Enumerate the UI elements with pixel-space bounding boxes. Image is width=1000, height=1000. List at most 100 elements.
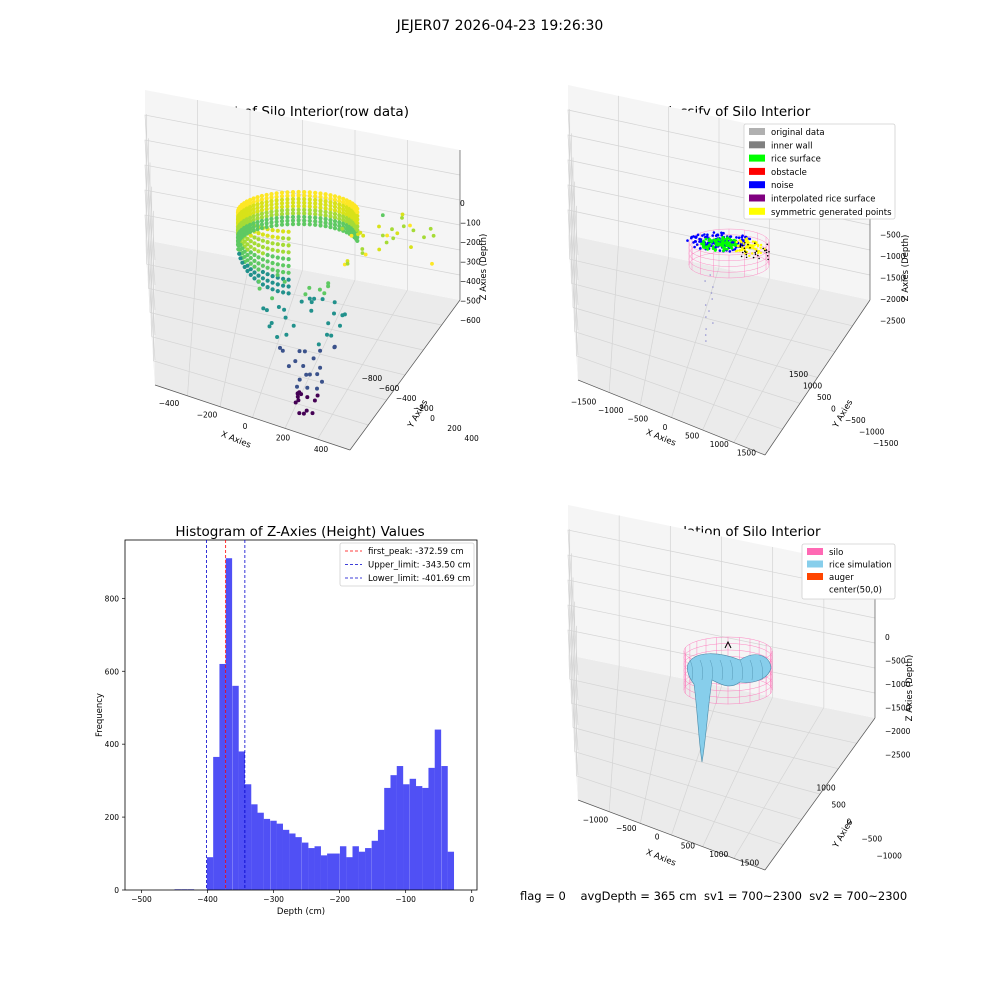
- plot3-bar-11: [257, 812, 264, 890]
- plot3-xtick-label-0: −500: [131, 895, 152, 904]
- plot2-legend-swatch-4: [749, 181, 765, 189]
- plot3-bar-20: [314, 846, 321, 890]
- plot2-legend-swatch-6: [749, 207, 765, 215]
- plot3-histogram: [174, 558, 455, 890]
- plot3-bar-27: [358, 851, 366, 890]
- plot1-x-tick-4: 400: [314, 445, 329, 454]
- plot3-bar-31: [384, 787, 391, 890]
- plot2-x-tick-6: 1500: [737, 449, 756, 458]
- plot1-z-tick-1: −100: [460, 219, 481, 228]
- plot3-bar-30: [377, 829, 385, 890]
- plot3-bar-14: [276, 823, 283, 890]
- plot2-y-tick-3: 0: [831, 405, 836, 414]
- plot2-legend-swatch-3: [749, 167, 765, 175]
- plot4-x-tick-5: 1500: [740, 859, 759, 868]
- plot1-y-tick-1: 200: [447, 424, 462, 433]
- figure-suptitle: JEJER07 2026-04-23 19:26:30: [396, 18, 604, 34]
- plot1-y-tick-6: −800: [362, 374, 383, 383]
- plot4-rice-surface: [687, 653, 772, 763]
- plot3-bar-5: [219, 663, 226, 890]
- plot3-bar-8: [238, 751, 245, 890]
- plot3-bar-22: [327, 853, 334, 890]
- plot3-ytick-label-0: 0: [114, 886, 119, 895]
- plot3-ytick-label-2: 400: [105, 740, 120, 749]
- plot3-ytick-label-1: 200: [105, 813, 120, 822]
- plot1-x-tick-2: 0: [243, 422, 248, 431]
- plot3-legend-label-0: first_peak: -372.59 cm: [368, 547, 464, 557]
- plot4-axes-panes: [567, 505, 876, 871]
- plot4-z-tick-2: −1000: [885, 680, 911, 689]
- plot1-z-tick-0: 0: [460, 199, 465, 208]
- plot1-zlabel: Z Axies (Depth): [479, 234, 489, 301]
- plot3-axes-frame: [124, 539, 478, 891]
- plot1-x-tick-3: 200: [276, 434, 291, 443]
- plot1-point-cloud: [235, 189, 436, 416]
- plot4-x-tick-1: −500: [616, 824, 637, 833]
- plot3-legend-label-2: Lower_limit: -401.69 cm: [368, 574, 470, 584]
- plot2-zlabel: Z Axies (Depth): [901, 235, 911, 302]
- plot2-y-tick-5: 1000: [803, 381, 822, 390]
- plot2-classified-points: [686, 231, 770, 342]
- plot2-y-tick-1: −1000: [859, 428, 885, 437]
- plot3-xlabel: Depth (cm): [277, 907, 325, 917]
- plot3-xtick-label-5: 0: [469, 895, 474, 904]
- plot4-x-tick-0: −1000: [583, 815, 609, 824]
- plot3-bar-28: [365, 848, 372, 890]
- plot4-x-tick-4: 1000: [709, 850, 728, 859]
- plot4-zlabel: Z Axies (Depth): [905, 655, 915, 722]
- plot2-x-tick-1: −1000: [598, 406, 624, 415]
- plot4-legend-label-2: auger: [829, 573, 854, 583]
- plot3-ytick-label-3: 600: [105, 667, 120, 676]
- plot4-y-tick-2: 0: [847, 818, 852, 827]
- plot4-legend-label-3: center(50,0): [829, 586, 882, 596]
- plot3-bar-32: [390, 775, 397, 890]
- plot2-legend-label-1: inner wall: [771, 141, 812, 151]
- plot4-xlabel: X Axies: [644, 848, 677, 869]
- plot3-bar-19: [308, 848, 315, 890]
- plot2-legend-swatch-0: [749, 128, 765, 135]
- plot3-xtick-label-3: −200: [329, 895, 350, 904]
- plot2-z-tick-3: −1500: [880, 274, 906, 283]
- plot4-z-tick-1: −500: [885, 657, 906, 666]
- plot3-bar-12: [263, 818, 271, 890]
- plot1-x-tick-1: −200: [197, 410, 218, 419]
- plot3-bar-40: [441, 766, 448, 890]
- plot3-bar-26: [352, 846, 359, 890]
- plot4-x-tick-3: 500: [681, 841, 696, 850]
- plot1-z-tick-2: −200: [460, 238, 481, 247]
- plot2-legend-swatch-2: [749, 154, 765, 162]
- plot1-y-tick-2: 0: [430, 414, 435, 423]
- plot3-xtick-label-1: −400: [197, 895, 218, 904]
- plot2-legend-label-6: symmetric generated points: [771, 208, 892, 218]
- plot1-z-tick-5: −500: [460, 297, 481, 306]
- plot4-legend-swatch-0: [807, 548, 823, 555]
- plot3-bar-10: [251, 804, 258, 890]
- plot4-legend-swatch-2: [807, 573, 823, 580]
- plot3-bar-16: [289, 833, 296, 890]
- plot3-bar-34: [403, 784, 410, 890]
- plot3-ylabel: Frequency: [95, 693, 105, 737]
- plot4-y-tick-1: −500: [862, 835, 883, 844]
- plot1-z-tick-4: −400: [460, 277, 481, 286]
- plot3-legend: first_peak: -372.59 cm Upper_limit: -343.…: [339, 542, 475, 587]
- plot3-bar-6: [225, 558, 233, 890]
- plot2-x-tick-3: 0: [663, 423, 668, 432]
- plot3-xtick-label-2: −300: [263, 895, 284, 904]
- plot4-ylabel: Y Axies: [831, 818, 856, 851]
- plot3-bar-21: [320, 855, 328, 890]
- plot3-ytick-label-4: 800: [105, 594, 120, 603]
- plot3-bar-25: [346, 857, 353, 890]
- plot3-bar-13: [270, 820, 277, 890]
- plot2-legend-label-4: noise: [771, 181, 794, 191]
- plot4-center-marker: [724, 640, 732, 649]
- plot1-xlabel: X Axies: [219, 430, 252, 451]
- plot1-y-tick-4: −400: [396, 394, 417, 403]
- plot3-bar-3: [206, 857, 214, 890]
- plot2-y-tick-4: 500: [817, 393, 832, 402]
- plot2-x-tick-0: −1500: [571, 397, 597, 406]
- plot1-y-tick-5: −600: [379, 384, 400, 393]
- plot2-x-tick-2: −500: [628, 414, 649, 423]
- plot4-legend: silo rice simulation auger center(50,0): [801, 543, 896, 600]
- plot4-y-tick-0: −1000: [877, 852, 903, 861]
- plot2-legend: original data inner wall rice surface obsta…: [743, 123, 896, 220]
